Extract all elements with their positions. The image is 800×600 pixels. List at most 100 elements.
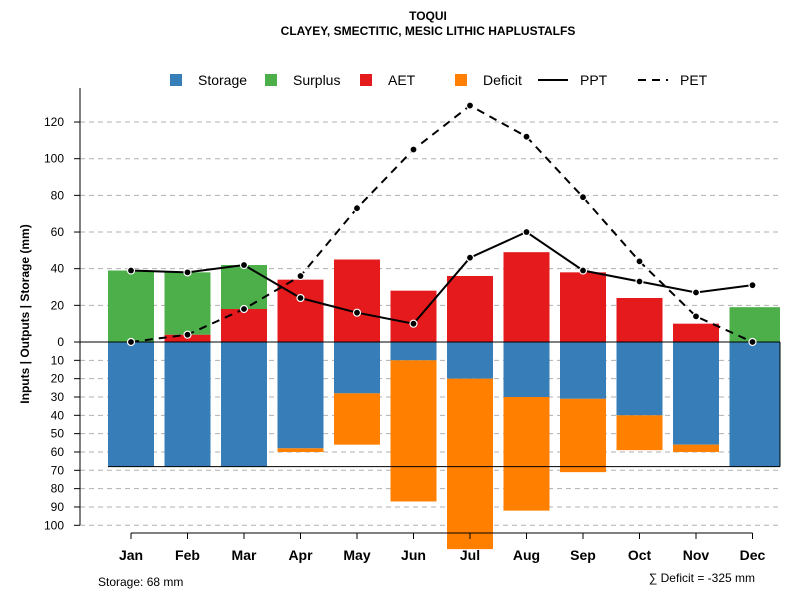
pet-point [578,193,588,202]
y-tick-label: 100 [44,518,64,532]
surplus-bar [108,270,154,342]
y-tick-label: 20 [51,372,65,386]
deficit-bar [616,415,663,451]
legend-swatch-storage [170,74,182,86]
pet-point [183,330,192,339]
legend-item-pet: PET [638,72,708,88]
ppt-point [183,268,192,277]
storage-footer: Storage: 68 mm [98,575,183,589]
y-tick-label: 60 [51,225,65,239]
aet-bar [673,323,719,342]
aet-bar [390,290,437,342]
y-tick-label: 120 [44,115,64,129]
storage-bar [277,342,324,449]
y-tick-label: 70 [51,463,65,477]
x-tick-label-aug: Aug [513,547,540,563]
x-tick-label-nov: Nov [683,547,710,563]
x-tick-label-may: May [343,547,370,563]
ppt-point [578,266,588,275]
lines [80,101,781,468]
storage-bar [221,342,267,467]
aet-bar [616,298,663,342]
aet-bar [221,309,267,342]
aet-bar [503,252,550,342]
storage-bar [164,342,211,467]
legend-label: PET [680,72,708,88]
legend-label: Storage [198,72,247,88]
chart-subtitle: CLAYEY, SMECTITIC, MESIC LITHIC HAPLUSTA… [281,24,576,38]
legend: Storage Surplus AET Deficit PPT PET [170,72,708,88]
y-tick-label: 40 [51,408,65,422]
storage-bar [390,342,437,361]
deficit-bar [673,444,719,452]
legend-label: PPT [580,72,608,88]
x-tick-label-apr: Apr [288,547,313,563]
surplus-bar [164,272,211,335]
aet-bar [447,276,493,342]
x-tick-label-feb: Feb [175,547,200,563]
y-tick-label: 100 [44,152,64,166]
y-tick-label: 60 [51,445,65,459]
storage-bar [616,342,663,416]
pet-point [409,145,418,154]
legend-label: Deficit [483,72,522,88]
x-tick-label-dec: Dec [740,547,766,563]
legend-item-storage: Storage [170,72,247,88]
legend-swatch-deficit [455,74,467,86]
deficit-bar [277,448,324,452]
y-tick-label: 10 [51,353,65,367]
deficit-bar [503,396,550,511]
y-tick-label: 90 [51,500,65,514]
storage-bar [108,342,154,467]
surplus-bar [729,307,780,342]
ppt-point [352,308,362,317]
pet-point [635,257,644,266]
x-tick-label-oct: Oct [628,547,652,563]
pet-point [465,101,475,110]
deficit-bar [447,378,493,550]
pet-point [522,132,531,141]
ppt-point [465,253,475,262]
y-tick-label: 80 [51,188,65,202]
pet-point [239,304,249,314]
ppt-point [409,319,418,328]
ppt-point [635,277,644,286]
y-tick-label: 80 [51,482,65,496]
y-tick-label: 50 [51,427,65,441]
x-tick-label-mar: Mar [232,547,257,563]
surplus-bar [221,265,267,310]
y-tick-label: 30 [51,390,65,404]
ppt-point [126,266,136,275]
legend-item-surplus: Surplus [265,72,340,88]
legend-label: AET [388,72,416,88]
storage-bar [673,342,719,445]
x-tick-label-jan: Jan [119,547,143,563]
ppt-point [691,288,701,297]
y-tick-label: 40 [51,262,65,276]
legend-item-ppt: PPT [538,72,608,88]
ppt-point [239,260,249,270]
deficit-bar [390,360,437,502]
storage-bar [334,342,380,394]
x-tick-label-jul: Jul [460,547,480,563]
pet-point [352,204,362,213]
deficit-bar [334,393,380,445]
x-tick-label-jun: Jun [401,547,426,563]
y-tick-label: 20 [51,298,65,312]
y-axis-label: Inputs | Outputs | Storage (mm) [18,224,32,403]
pet-point [691,312,701,321]
axes: 0 20 40 60 80 100 120 10 20 30 40 50 60 70 80 90 100 Jan F… [44,88,766,563]
pet-point [296,271,305,281]
legend-item-aet: AET [360,72,416,88]
storage-bar [503,342,550,397]
pet-point [126,337,136,347]
ppt-point [748,281,757,290]
chart-title: TOQUI [409,9,447,23]
pet-point [748,337,757,347]
deficit-footer: ∑ Deficit = -325 mm [649,571,755,585]
legend-label: Surplus [293,72,340,88]
x-tick-label-sep: Sep [570,547,596,563]
ppt-line [130,230,753,325]
storage-bar [560,342,606,399]
